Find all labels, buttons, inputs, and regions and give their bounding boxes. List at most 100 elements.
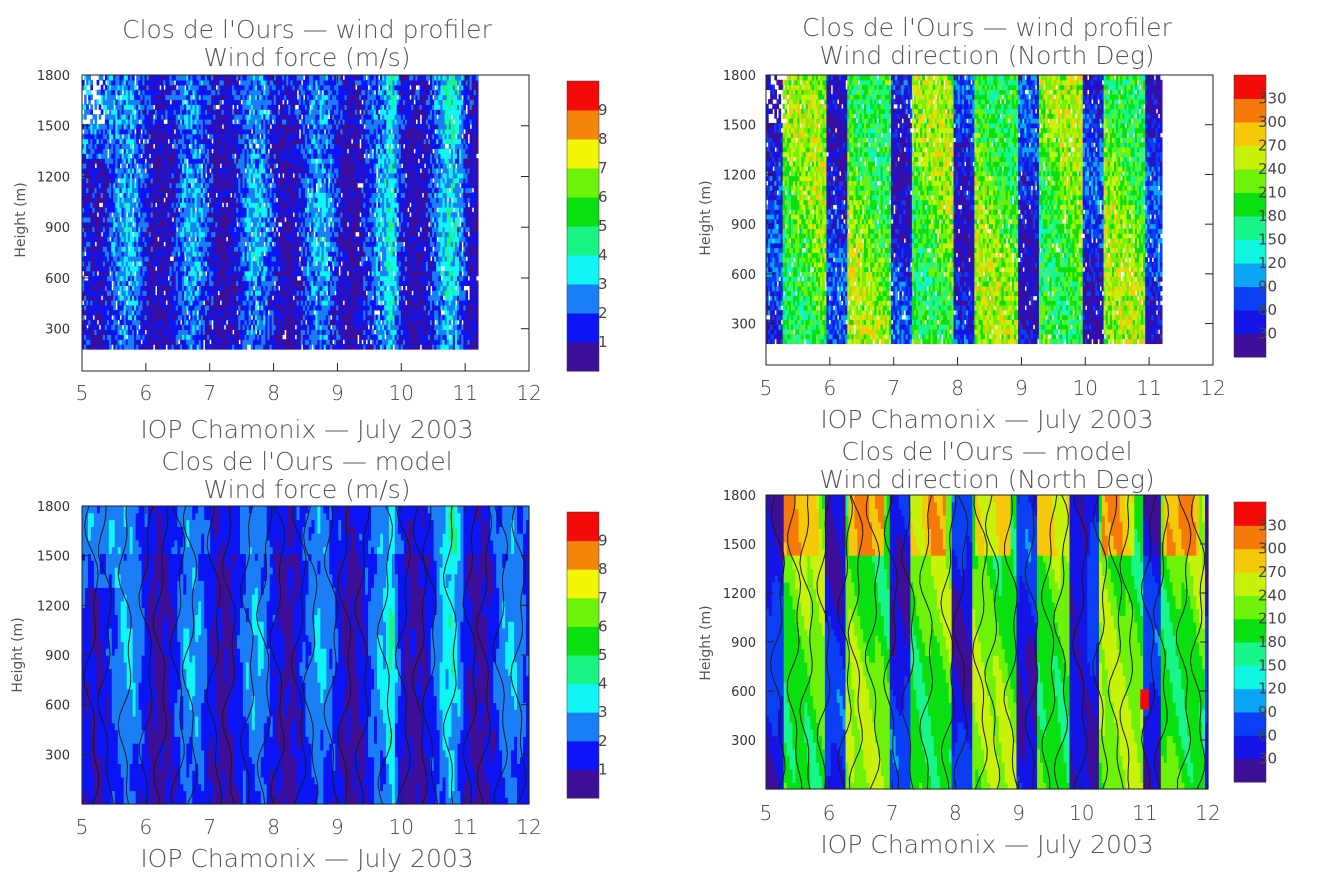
heatmap-cell	[107, 99, 110, 105]
heatmap-cell	[169, 295, 173, 301]
heatmap-cell	[157, 329, 160, 335]
heatmap-cell	[127, 216, 131, 223]
heatmap-cell	[248, 314, 252, 321]
heatmap-cell	[109, 265, 112, 272]
heatmap-cell	[127, 177, 131, 184]
heatmap-cell	[96, 314, 100, 321]
heatmap-cell	[169, 163, 173, 169]
heatmap-cell	[111, 128, 114, 135]
heatmap-cell	[109, 177, 112, 184]
heatmap-cell	[142, 153, 146, 159]
heatmap-cell	[88, 329, 91, 335]
heatmap-cell	[94, 128, 98, 135]
heatmap-cell	[86, 339, 89, 345]
heatmap-cell	[86, 148, 89, 154]
heatmap-cell	[100, 133, 104, 140]
heatmap-cell	[129, 163, 133, 169]
heatmap-cell	[90, 256, 94, 262]
heatmap-cell	[144, 309, 148, 316]
heatmap-cell	[104, 334, 108, 340]
heatmap-cell	[188, 182, 191, 189]
heatmap-cell	[113, 187, 116, 194]
heatmap-cell	[154, 270, 158, 277]
heatmap-cell	[136, 187, 139, 194]
heatmap-cell	[157, 138, 160, 145]
heatmap-cell	[82, 290, 85, 296]
heatmap-cell	[165, 79, 169, 86]
heatmap-cell	[146, 344, 150, 350]
heatmap-cell	[119, 197, 123, 203]
heatmap-cell	[148, 123, 152, 130]
heatmap-cell	[246, 94, 250, 101]
heatmap-cell	[98, 265, 102, 272]
heatmap-cell	[132, 177, 135, 184]
heatmap-cell	[132, 197, 135, 203]
heatmap-cell	[152, 304, 156, 311]
heatmap-cell	[102, 138, 106, 145]
heatmap-cell	[157, 334, 160, 340]
heatmap-cell	[184, 163, 187, 169]
heatmap-cell	[163, 236, 166, 242]
heatmap-cell	[82, 314, 85, 321]
heatmap-cell	[234, 119, 237, 125]
heatmap-cell	[142, 167, 146, 174]
heatmap-cell	[161, 182, 164, 189]
heatmap-cell	[123, 114, 127, 120]
heatmap-cell	[82, 251, 85, 257]
heatmap-cell	[102, 153, 106, 159]
heatmap-cell	[82, 148, 85, 154]
heatmap-cell	[104, 158, 108, 164]
heatmap-cell	[154, 300, 158, 306]
heatmap-cell	[121, 153, 125, 159]
heatmap-cell	[121, 344, 125, 350]
heatmap-cell	[134, 182, 137, 189]
heatmap-cell	[119, 270, 123, 277]
heatmap-cell	[159, 153, 162, 159]
heatmap-cell	[98, 300, 102, 306]
heatmap-cell	[90, 197, 94, 203]
heatmap-cell	[94, 123, 98, 130]
heatmap-cell	[119, 236, 123, 242]
heatmap-cell	[115, 251, 119, 257]
heatmap-cell	[125, 231, 129, 238]
heatmap-cell	[111, 309, 114, 316]
heatmap-cell	[109, 143, 112, 149]
heatmap-cell	[157, 119, 160, 125]
heatmap-cell	[138, 99, 141, 105]
heatmap-cell	[90, 344, 94, 350]
heatmap-cell	[119, 202, 123, 208]
heatmap-cell	[159, 167, 162, 174]
heatmap-cell	[142, 226, 146, 233]
heatmap-cell	[146, 99, 150, 105]
heatmap-cell	[96, 329, 100, 335]
heatmap-cell	[142, 270, 146, 277]
heatmap-cell	[113, 280, 116, 286]
heatmap-cell	[159, 172, 162, 179]
heatmap-cell	[100, 172, 104, 179]
heatmap-cell	[138, 153, 141, 159]
heatmap-cell	[154, 89, 158, 96]
heatmap-cell	[146, 221, 150, 228]
heatmap-cell	[163, 314, 166, 321]
heatmap-cell	[123, 79, 127, 86]
heatmap-cell	[125, 167, 129, 174]
heatmap-cell	[104, 212, 108, 218]
heatmap-cell	[140, 192, 144, 198]
heatmap-cell	[165, 177, 169, 184]
heatmap-cell	[102, 329, 106, 335]
heatmap-cell	[82, 153, 85, 159]
heatmap-cell	[104, 138, 108, 145]
heatmap-cell	[82, 207, 85, 213]
heatmap-cell	[107, 207, 110, 213]
heatmap-cell	[82, 212, 85, 218]
heatmap-cell	[123, 99, 127, 105]
heatmap-cell	[140, 231, 144, 238]
heatmap-cell	[144, 207, 148, 213]
heatmap-cell	[163, 221, 166, 228]
heatmap-cell	[82, 280, 85, 286]
heatmap-cell	[184, 309, 187, 316]
heatmap-cell	[169, 133, 173, 140]
heatmap-cell	[96, 148, 100, 154]
heatmap-cell	[125, 172, 129, 179]
heatmap-cell	[142, 128, 146, 135]
